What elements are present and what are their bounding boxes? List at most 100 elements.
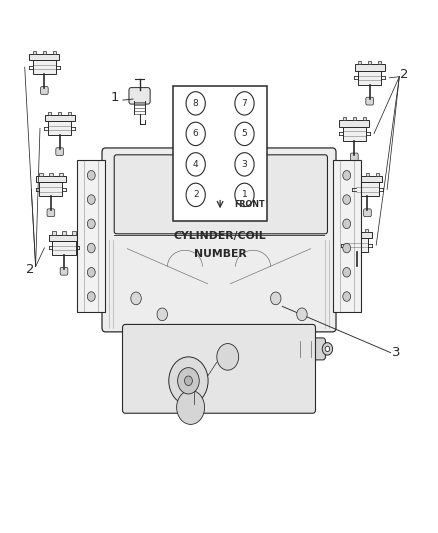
Bar bbox=[339, 120, 369, 126]
Bar bbox=[283, 343, 290, 355]
Circle shape bbox=[235, 122, 254, 146]
Circle shape bbox=[87, 292, 95, 301]
Circle shape bbox=[235, 183, 254, 207]
Bar bbox=[62, 231, 66, 235]
Bar bbox=[365, 229, 368, 232]
Bar bbox=[53, 51, 56, 54]
Bar bbox=[58, 112, 61, 115]
FancyBboxPatch shape bbox=[129, 87, 150, 104]
Circle shape bbox=[322, 343, 332, 355]
Bar bbox=[45, 115, 74, 122]
Bar bbox=[343, 126, 366, 141]
Bar bbox=[356, 173, 359, 176]
Text: 2: 2 bbox=[193, 190, 198, 199]
Bar bbox=[59, 173, 63, 176]
Circle shape bbox=[235, 92, 254, 115]
Circle shape bbox=[131, 292, 141, 305]
Bar bbox=[353, 117, 356, 120]
Circle shape bbox=[186, 152, 205, 176]
Bar bbox=[48, 122, 71, 135]
Circle shape bbox=[271, 292, 281, 305]
Bar bbox=[358, 61, 361, 64]
Bar bbox=[42, 51, 46, 54]
Circle shape bbox=[343, 195, 351, 204]
FancyBboxPatch shape bbox=[366, 97, 374, 105]
Text: FRONT: FRONT bbox=[234, 200, 265, 209]
Bar bbox=[33, 60, 56, 74]
Circle shape bbox=[343, 219, 351, 229]
Text: 2: 2 bbox=[400, 68, 409, 80]
FancyBboxPatch shape bbox=[123, 325, 315, 413]
Bar bbox=[36, 176, 66, 182]
FancyBboxPatch shape bbox=[60, 268, 68, 275]
Circle shape bbox=[343, 243, 351, 253]
FancyBboxPatch shape bbox=[47, 209, 55, 216]
Circle shape bbox=[184, 376, 192, 385]
Circle shape bbox=[87, 268, 95, 277]
Bar bbox=[29, 54, 59, 60]
Bar bbox=[39, 173, 42, 176]
FancyBboxPatch shape bbox=[114, 155, 328, 234]
Text: CYLINDER/COIL: CYLINDER/COIL bbox=[174, 231, 266, 241]
Text: 1: 1 bbox=[242, 190, 247, 199]
Text: 4: 4 bbox=[193, 160, 198, 169]
Bar bbox=[49, 173, 53, 176]
Text: 5: 5 bbox=[242, 130, 247, 139]
Bar bbox=[53, 241, 75, 255]
Circle shape bbox=[217, 344, 239, 370]
Bar bbox=[77, 160, 106, 312]
FancyBboxPatch shape bbox=[56, 148, 64, 156]
FancyBboxPatch shape bbox=[353, 265, 360, 272]
Circle shape bbox=[186, 92, 205, 115]
Bar bbox=[368, 61, 371, 64]
Bar bbox=[342, 232, 371, 238]
Circle shape bbox=[169, 357, 208, 405]
Circle shape bbox=[178, 368, 199, 394]
Bar bbox=[363, 117, 366, 120]
FancyBboxPatch shape bbox=[364, 209, 371, 216]
Circle shape bbox=[186, 122, 205, 146]
Bar bbox=[378, 61, 381, 64]
FancyBboxPatch shape bbox=[41, 86, 48, 94]
Bar bbox=[33, 51, 36, 54]
Bar bbox=[355, 229, 358, 232]
Circle shape bbox=[343, 292, 351, 301]
FancyBboxPatch shape bbox=[350, 153, 358, 161]
Circle shape bbox=[87, 195, 95, 204]
Circle shape bbox=[87, 219, 95, 229]
Bar bbox=[356, 182, 379, 197]
Bar bbox=[52, 231, 56, 235]
FancyBboxPatch shape bbox=[287, 338, 325, 360]
Bar bbox=[343, 117, 346, 120]
Text: 6: 6 bbox=[193, 130, 198, 139]
Text: 3: 3 bbox=[242, 160, 247, 169]
Circle shape bbox=[87, 171, 95, 180]
Bar bbox=[353, 176, 382, 182]
Bar bbox=[39, 182, 63, 197]
Circle shape bbox=[343, 171, 351, 180]
Circle shape bbox=[186, 183, 205, 207]
Text: 3: 3 bbox=[392, 346, 400, 359]
Bar bbox=[48, 112, 51, 115]
Circle shape bbox=[325, 346, 330, 352]
Bar bbox=[366, 173, 369, 176]
Bar bbox=[68, 112, 71, 115]
Circle shape bbox=[297, 308, 307, 321]
Text: NUMBER: NUMBER bbox=[194, 249, 247, 259]
Text: 7: 7 bbox=[242, 99, 247, 108]
Circle shape bbox=[157, 308, 167, 321]
Text: 2: 2 bbox=[26, 263, 35, 276]
Circle shape bbox=[343, 268, 351, 277]
Circle shape bbox=[177, 390, 205, 424]
Bar bbox=[345, 238, 368, 252]
Circle shape bbox=[87, 243, 95, 253]
Circle shape bbox=[235, 152, 254, 176]
Bar bbox=[355, 64, 385, 71]
Bar bbox=[376, 173, 379, 176]
Bar bbox=[173, 86, 267, 221]
Bar bbox=[49, 235, 79, 241]
Text: 1: 1 bbox=[111, 91, 119, 104]
Text: 8: 8 bbox=[193, 99, 198, 108]
Bar bbox=[72, 231, 76, 235]
FancyBboxPatch shape bbox=[102, 148, 336, 332]
